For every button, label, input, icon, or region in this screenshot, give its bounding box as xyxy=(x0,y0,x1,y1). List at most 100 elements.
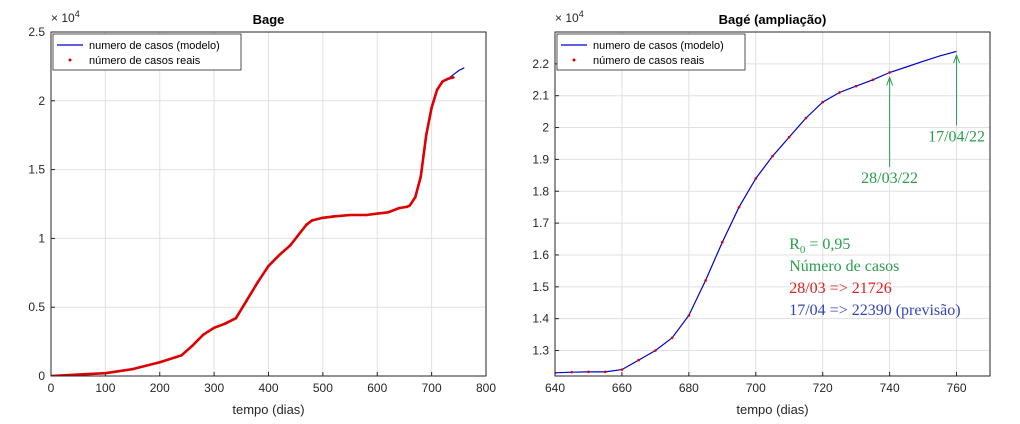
x-tick-label: 100 xyxy=(95,381,115,395)
data-point-reais xyxy=(670,336,674,340)
y-tick-label: 0 xyxy=(38,369,45,383)
y-exponent-power: 4 xyxy=(579,9,584,19)
data-point-reais xyxy=(419,175,423,178)
y-tick-label: 1.5 xyxy=(28,163,45,177)
data-point-reais xyxy=(654,349,657,352)
data-point-reais xyxy=(771,154,774,158)
axes-box xyxy=(50,31,487,377)
legend-label: numero de casos (modelo) xyxy=(593,40,724,52)
data-point-reais xyxy=(365,213,368,217)
legend-label: número de casos reais xyxy=(593,55,705,67)
x-tick-label: 0 xyxy=(48,381,55,395)
data-point-reais xyxy=(386,210,390,214)
data-point-reais xyxy=(620,368,624,371)
data-point-reais xyxy=(348,213,352,217)
y-tick-label: 1.6 xyxy=(532,248,549,262)
data-point-reais xyxy=(305,223,308,226)
x-tick-label: 500 xyxy=(313,381,333,395)
x-tick-label: 740 xyxy=(880,381,900,395)
x-axis-label: tempo (dias) xyxy=(736,402,808,417)
data-point-reais xyxy=(104,371,107,375)
data-point-reais xyxy=(405,205,409,209)
data-point-reais xyxy=(637,358,640,362)
x-tick-label: 660 xyxy=(612,381,632,395)
chart-title: Bagé (ampliação) xyxy=(719,12,827,27)
annotation-date-label: 17/04/22 xyxy=(928,129,985,146)
x-tick-label: 760 xyxy=(947,381,967,395)
r0-symbol: R xyxy=(789,236,800,253)
data-point-reais xyxy=(821,100,824,104)
data-point-reais xyxy=(430,106,433,109)
data-point-reais xyxy=(191,344,194,348)
data-point-reais xyxy=(180,354,183,357)
y-exponent-label: × 104 xyxy=(51,9,80,25)
legend-swatch-dot xyxy=(572,58,576,62)
cases-heading: Número de casos xyxy=(789,258,899,275)
data-point-reais xyxy=(721,240,724,244)
axes-box xyxy=(554,31,991,377)
data-point-reais xyxy=(424,133,428,137)
data-point-reais xyxy=(299,230,303,233)
annotation-arrow-head xyxy=(886,75,894,86)
x-tick-label: 200 xyxy=(150,381,170,395)
data-point-reais xyxy=(446,77,450,81)
data-point-reais xyxy=(397,206,401,210)
r0-subscript: 0 xyxy=(800,244,806,256)
data-point-reais xyxy=(414,195,417,199)
chart-bage: 0 100 200 300 400 500 600 700 800 0 0.5 1 1.5 2 2.5 Bag… xyxy=(28,9,496,417)
y-exponent-power: 4 xyxy=(75,9,80,19)
data-point-reais xyxy=(570,370,574,374)
chart-title: Bage xyxy=(253,12,285,27)
data-point-reais xyxy=(245,299,249,302)
legend-box xyxy=(52,33,242,71)
data-point-reais xyxy=(888,71,891,74)
chart-bage-ampliacao: 640 660 680 700 720 740 760 1.3 1.4 1.5 1.6 1.7 1.8 1… xyxy=(532,9,991,417)
x-tick-label: 300 xyxy=(204,381,224,395)
x-axis-label: tempo (dias) xyxy=(232,402,304,417)
y-tick-label: 1.5 xyxy=(532,280,549,294)
cases-forecast-text: 17/04 => 22390 (previsão) xyxy=(789,302,960,319)
data-point-reais xyxy=(435,88,439,92)
y-tick-label: 2 xyxy=(542,121,549,135)
data-point-reais xyxy=(603,370,607,374)
y-exponent-base: × 10 xyxy=(51,11,75,25)
y-tick-label: 1.4 xyxy=(532,312,549,326)
x-tick-label: 680 xyxy=(679,381,699,395)
cases-real-text: 28/03 => 21726 xyxy=(789,280,892,297)
x-tick-label: 640 xyxy=(545,381,565,395)
data-point-reais xyxy=(452,76,455,79)
plot-area xyxy=(555,32,990,376)
y-tick-label: 1.9 xyxy=(532,152,549,166)
y-tick-label: 1.8 xyxy=(532,184,549,198)
data-point-reais xyxy=(321,216,325,220)
legend-box xyxy=(556,33,746,71)
data-point-reais xyxy=(804,116,808,120)
data-point-reais xyxy=(267,264,270,268)
data-point-reais xyxy=(375,212,379,215)
x-tick-label: 600 xyxy=(367,381,387,395)
y-tick-label: 1 xyxy=(38,231,45,245)
data-point-reais xyxy=(223,322,227,326)
data-point-reais xyxy=(587,370,590,374)
x-tick-label: 400 xyxy=(258,381,278,395)
data-point-reais xyxy=(737,205,741,209)
x-tick-label: 800 xyxy=(476,381,496,395)
x-tick-label: 700 xyxy=(422,381,442,395)
x-tick-label: 700 xyxy=(746,381,766,395)
data-point-reais xyxy=(278,253,281,257)
series-reais-trace xyxy=(51,76,454,376)
y-tick-label: 2.2 xyxy=(532,57,549,71)
y-tick-label: 0.5 xyxy=(28,300,45,314)
y-tick-label: 1.7 xyxy=(532,216,549,230)
annotation-date-label: 28/03/22 xyxy=(861,170,918,187)
data-point-reais xyxy=(332,215,336,218)
data-point-reais xyxy=(310,219,314,222)
y-exponent-label: × 104 xyxy=(555,9,584,25)
data-point-reais xyxy=(704,279,707,282)
data-point-reais xyxy=(234,316,238,320)
legend-label: numero de casos (modelo) xyxy=(89,40,220,52)
data-point-reais xyxy=(871,78,875,82)
y-tick-label: 2 xyxy=(38,94,45,108)
data-point-reais xyxy=(212,326,216,330)
legend-swatch-dot xyxy=(68,58,72,62)
